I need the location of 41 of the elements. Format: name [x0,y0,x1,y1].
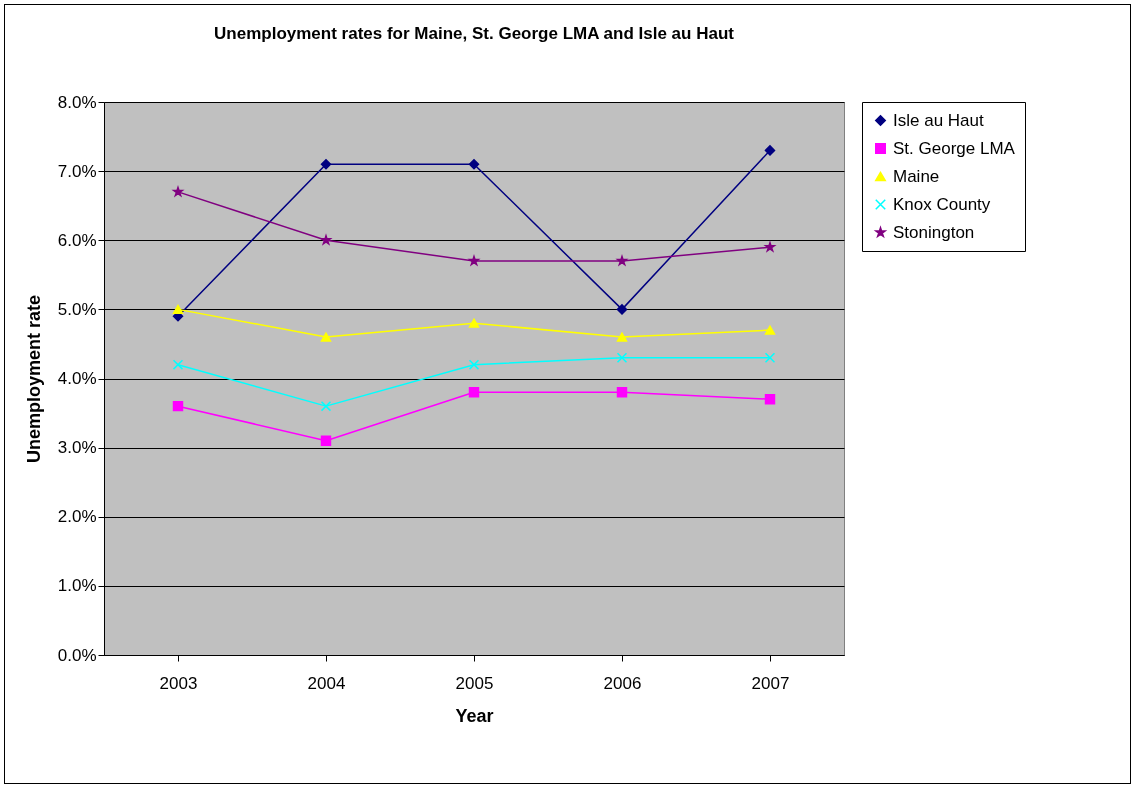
y-tick-label: 7.0% [57,161,97,181]
point [764,352,776,363]
point [468,359,480,370]
point [320,400,332,412]
point [616,304,628,315]
point [764,394,776,405]
x-axis-title: Year [455,705,494,726]
point [468,387,480,398]
point [764,325,776,335]
legend-label: Stonington [893,222,975,242]
y-tick-label: 8.0% [57,92,97,112]
point [320,158,332,170]
point [468,158,480,170]
legend-label: St. George LMA [893,138,1016,158]
x-tick-label: 2004 [307,673,346,693]
point [172,359,184,370]
point [468,318,480,328]
point [172,400,184,412]
y-axis-title: Unemployment rate [23,294,44,464]
y-tick-label: 6.0% [57,230,97,250]
legend-label: Knox County [893,194,991,214]
y-tick-label: 3.0% [57,438,97,458]
y-tick-label: 2.0% [57,507,97,527]
point [172,304,184,314]
x-tick-label: 2005 [455,673,494,693]
point [616,387,628,398]
x-tick-label: 2006 [603,673,642,693]
y-tick-label: 4.0% [57,369,97,388]
y-tick-label: 0.0% [57,645,97,665]
x-tick-label: 2003 [159,673,198,693]
legend-label: Isle au Haut [893,110,984,130]
point [764,145,776,156]
point [616,332,628,342]
point [320,332,332,342]
y-tick-label: 1.0% [57,576,97,596]
point [616,352,628,363]
chart-title: Unemployment rates for Maine, St. George LMA and Isle au Haut [214,24,735,43]
y-tick-label: 5.0% [57,299,97,319]
point [320,435,332,446]
legend-label: Maine [893,166,940,186]
x-tick-label: 2007 [751,673,790,693]
